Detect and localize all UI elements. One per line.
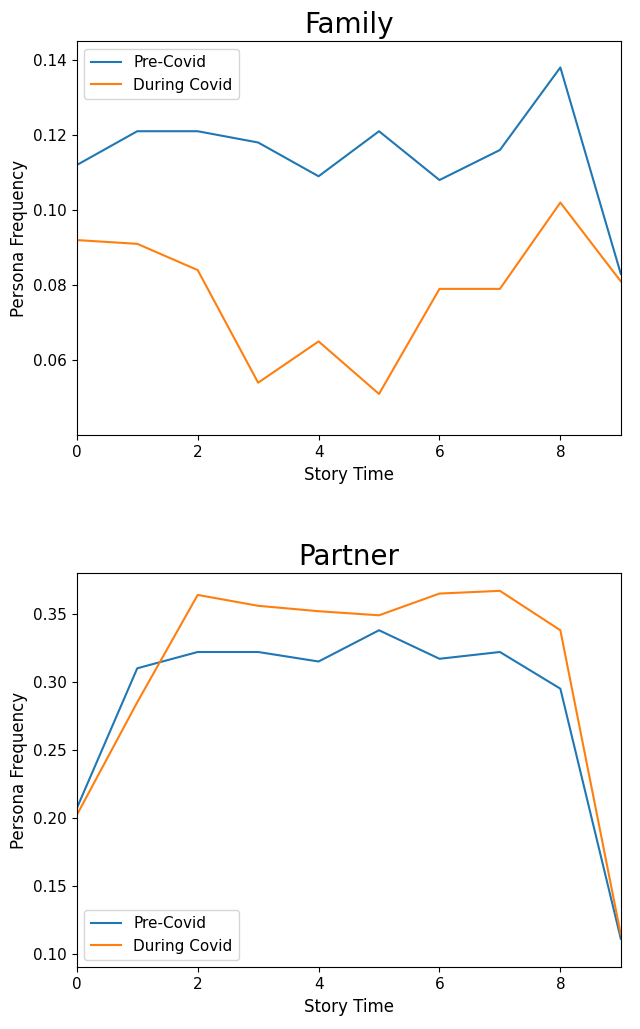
Pre-Covid — [133, 662, 141, 674]
During Covid — [617, 928, 625, 941]
Y-axis label: Persona Frequency: Persona Frequency — [10, 159, 28, 317]
During Covid — [315, 605, 323, 617]
Legend: Pre-Covid, During Covid: Pre-Covid, During Covid — [84, 48, 239, 99]
Pre-Covid — [315, 170, 323, 182]
Pre-Covid — [315, 655, 323, 668]
Pre-Covid — [254, 136, 262, 148]
During Covid — [254, 600, 262, 612]
During Covid — [254, 377, 262, 389]
Pre-Covid — [557, 682, 564, 695]
Title: Family: Family — [304, 11, 394, 39]
Pre-Covid — [194, 646, 202, 659]
During Covid — [436, 588, 444, 600]
Pre-Covid — [496, 646, 504, 659]
Pre-Covid — [557, 62, 564, 74]
Pre-Covid — [617, 268, 625, 280]
During Covid — [436, 283, 444, 295]
During Covid — [194, 589, 202, 601]
Pre-Covid — [436, 174, 444, 186]
Line: During Covid: During Covid — [77, 203, 621, 394]
Legend: Pre-Covid, During Covid: Pre-Covid, During Covid — [84, 910, 239, 960]
Pre-Covid — [254, 646, 262, 659]
Pre-Covid — [496, 144, 504, 156]
During Covid — [194, 263, 202, 276]
Pre-Covid — [617, 932, 625, 945]
Pre-Covid — [375, 126, 383, 138]
X-axis label: Story Time: Story Time — [304, 465, 394, 484]
Line: During Covid: During Covid — [77, 591, 621, 934]
Y-axis label: Persona Frequency: Persona Frequency — [10, 691, 28, 849]
During Covid — [375, 388, 383, 400]
During Covid — [73, 234, 81, 246]
Pre-Covid — [375, 624, 383, 636]
During Covid — [133, 238, 141, 250]
Line: Pre-Covid: Pre-Covid — [77, 630, 621, 938]
During Covid — [496, 283, 504, 295]
During Covid — [315, 335, 323, 348]
Line: Pre-Covid: Pre-Covid — [77, 68, 621, 274]
During Covid — [73, 809, 81, 821]
Title: Partner: Partner — [298, 543, 399, 571]
Pre-Covid — [436, 652, 444, 665]
During Covid — [375, 609, 383, 622]
Pre-Covid — [133, 126, 141, 138]
During Covid — [557, 197, 564, 209]
During Covid — [557, 624, 564, 636]
During Covid — [617, 275, 625, 287]
During Covid — [496, 584, 504, 597]
Pre-Covid — [73, 802, 81, 814]
Pre-Covid — [194, 126, 202, 138]
X-axis label: Story Time: Story Time — [304, 997, 394, 1016]
During Covid — [133, 696, 141, 708]
Pre-Covid — [73, 158, 81, 171]
